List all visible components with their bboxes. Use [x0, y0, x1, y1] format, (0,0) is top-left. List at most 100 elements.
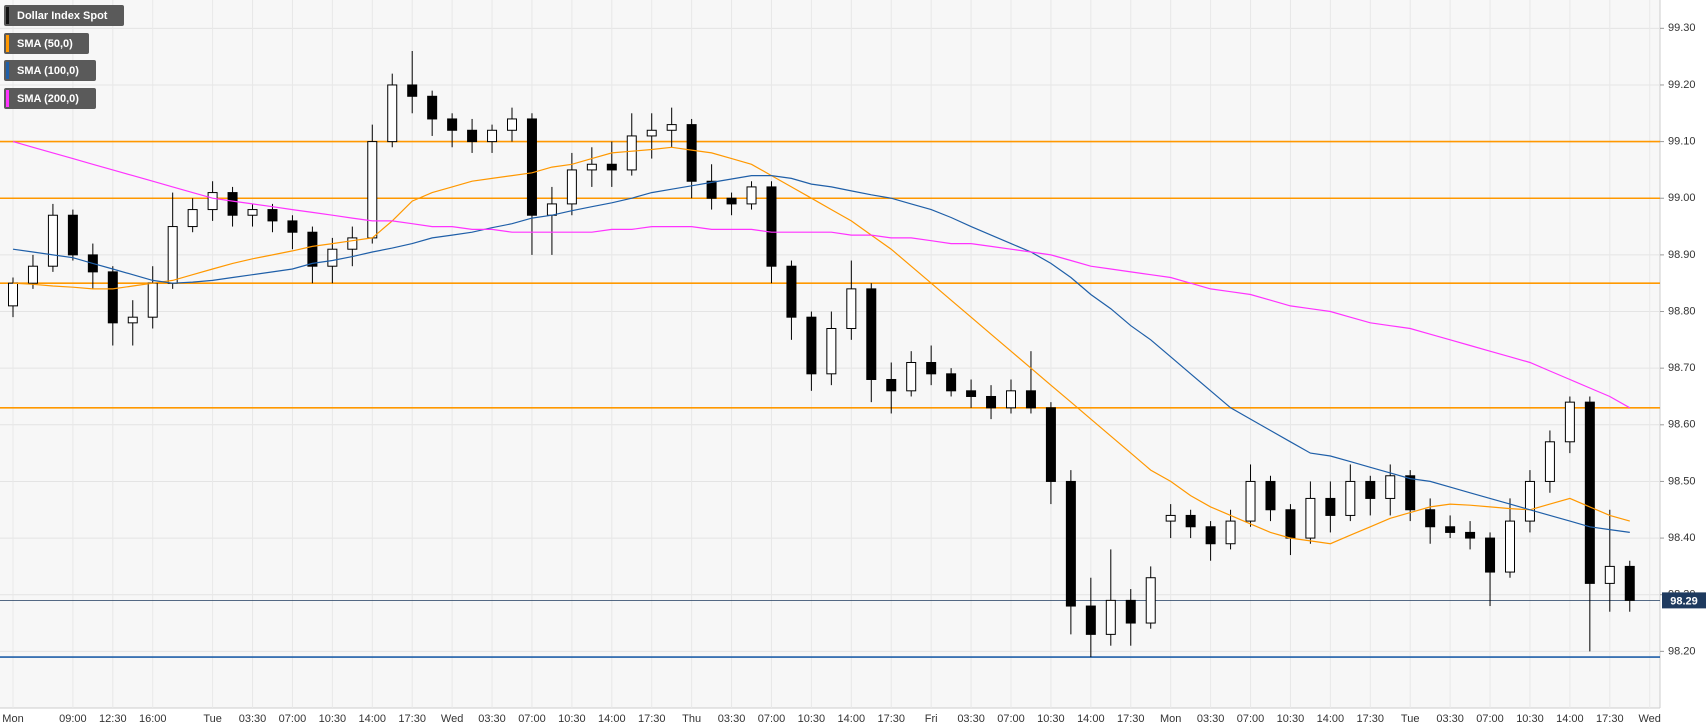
y-tick-label: 99.30	[1668, 22, 1696, 34]
candle-body	[1524, 480, 1535, 522]
x-tick-label: 14:00	[838, 713, 866, 725]
y-tick-label: 98.90	[1668, 249, 1696, 261]
candle-body	[187, 209, 198, 228]
last-price-label: 98.29	[1670, 595, 1698, 607]
y-tick-label: 98.50	[1668, 475, 1696, 487]
candle-body	[626, 135, 637, 171]
last-price-box	[1662, 592, 1706, 609]
candle-body	[1025, 390, 1036, 409]
x-tick-label: 16:00	[139, 713, 167, 725]
x-tick-label: 14:00	[1317, 713, 1345, 725]
x-tick-label: 17:30	[638, 713, 666, 725]
candle-body	[1425, 509, 1436, 528]
candle-body	[1145, 577, 1156, 624]
candle-body	[1385, 475, 1396, 499]
x-tick-label: 03:30	[718, 713, 746, 725]
candle-body	[826, 328, 837, 375]
candle-body	[966, 390, 977, 397]
candle-body	[1624, 565, 1635, 601]
x-tick-label: 03:30	[478, 713, 506, 725]
legend-label: SMA (100,0)	[17, 65, 79, 77]
x-tick-label: Wed	[441, 713, 463, 725]
candle-body	[27, 265, 38, 284]
legend-box	[4, 60, 96, 81]
candle-body	[287, 220, 298, 233]
x-tick-label: Mon	[1160, 713, 1181, 725]
legend-label: SMA (200,0)	[17, 93, 79, 105]
x-tick-label: 07:00	[279, 713, 307, 725]
x-tick-label: 10:30	[1277, 713, 1305, 725]
y-tick-label: 98.20	[1668, 645, 1696, 657]
candle-body	[906, 361, 917, 392]
legend-box	[4, 5, 124, 26]
candle-body	[147, 282, 158, 318]
candle-body	[1604, 565, 1615, 584]
candle-body	[786, 265, 797, 318]
candle-body	[307, 231, 318, 267]
x-tick-label: 10:30	[1516, 713, 1544, 725]
candle-body	[67, 214, 78, 256]
legend-swatch	[6, 35, 9, 52]
candle-body	[347, 237, 358, 250]
candle-body	[846, 288, 857, 330]
candle-body	[566, 169, 577, 205]
candle-body	[1085, 605, 1096, 635]
y-tick-label: 99.00	[1668, 192, 1696, 204]
x-tick-label: 07:00	[1237, 713, 1265, 725]
x-tick-label: 17:30	[398, 713, 426, 725]
legend-swatch	[6, 90, 9, 107]
x-tick-label: 10:30	[1037, 713, 1065, 725]
legend-label: SMA (50,0)	[17, 38, 73, 50]
x-tick-label: 14:00	[1556, 713, 1584, 725]
candle-body	[766, 186, 777, 267]
x-tick-label: 17:30	[1117, 713, 1145, 725]
x-tick-label: Tue	[1401, 713, 1420, 725]
candle-body	[1544, 441, 1555, 482]
candle-body	[327, 248, 338, 267]
candle-body	[586, 163, 597, 171]
y-tick-label: 98.70	[1668, 362, 1696, 374]
y-tick-label: 98.80	[1668, 305, 1696, 317]
candle-body	[1265, 480, 1276, 511]
candle-body	[447, 118, 458, 131]
x-tick-label: 07:00	[518, 713, 546, 725]
candle-body	[1125, 599, 1136, 624]
candle-body	[8, 282, 18, 307]
candle-body	[47, 214, 58, 267]
candle-body	[746, 186, 757, 205]
candle-body	[806, 316, 817, 375]
x-tick-label: 14:00	[359, 713, 387, 725]
candle-body	[107, 271, 118, 324]
candle-body	[946, 373, 957, 392]
legend-label: Dollar Index Spot	[17, 10, 108, 22]
x-tick-label: 10:30	[798, 713, 826, 725]
legend-box	[4, 88, 96, 109]
legend-swatch	[6, 62, 9, 79]
candle-body	[487, 129, 498, 143]
candle-body	[1205, 526, 1216, 545]
candle-body	[1485, 537, 1496, 573]
sma-line	[12, 141, 1631, 409]
candle-body	[507, 118, 517, 131]
x-tick-label: 03:30	[1436, 713, 1464, 725]
candle-body	[866, 288, 877, 380]
candle-body	[1465, 531, 1476, 539]
x-tick-label: 14:00	[598, 713, 626, 725]
x-tick-label: 17:30	[1596, 713, 1624, 725]
candle-body	[986, 395, 997, 409]
candle-body	[427, 95, 438, 120]
candle-body	[886, 378, 897, 392]
x-tick-label: 03:30	[1197, 713, 1225, 725]
candle-body	[1345, 480, 1356, 516]
candle-body	[926, 361, 937, 375]
candle-body	[1285, 509, 1296, 539]
candle-body	[1006, 390, 1016, 409]
candle-body	[1065, 480, 1076, 607]
legend-box	[4, 33, 89, 54]
x-tick-label: 14:00	[1077, 713, 1105, 725]
legend-swatch	[6, 7, 9, 24]
candle-body	[1405, 475, 1416, 511]
candle-body	[127, 316, 138, 324]
candle-body	[1245, 480, 1256, 522]
